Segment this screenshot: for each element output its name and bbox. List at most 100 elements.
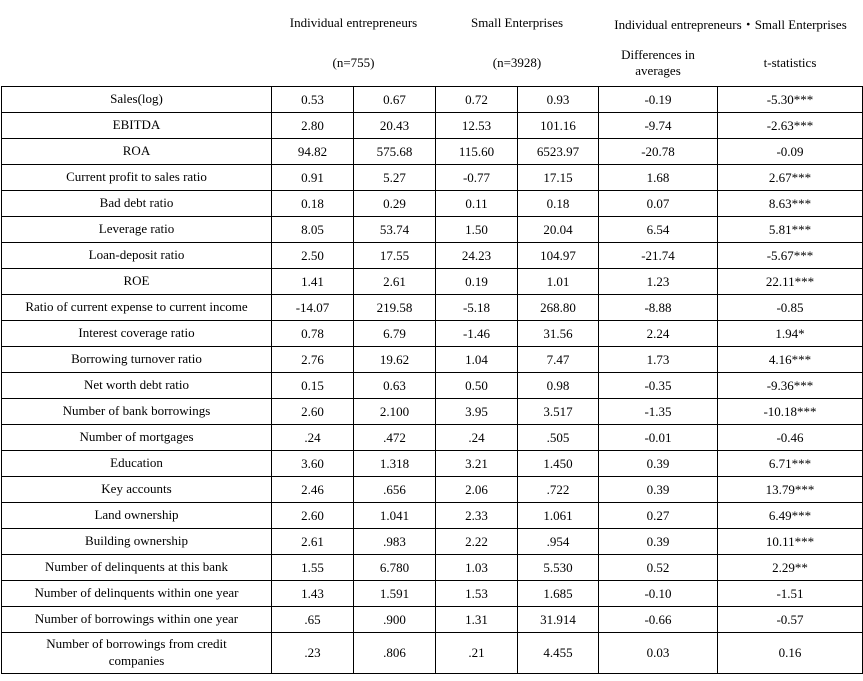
table-row: Number of borrowings within one year .65.… (1, 606, 863, 633)
tstat-cell: -5.30*** (717, 86, 863, 113)
ie-mean-cell: 1.43 (271, 580, 354, 607)
header-group-comparison: Individual entrepreneurs・Small Enterpris… (614, 16, 847, 32)
se-mean-cell: 1.04 (435, 346, 518, 373)
table-row: Key accounts 2.46.656 2.06.722 0.39 13.79*** (1, 476, 863, 503)
table-row: Number of borrowings from credit compani… (1, 632, 863, 674)
table-row: Number of bank borrowings 2.60 2.100 3.95 3.… (1, 398, 863, 425)
tstat-cell: -0.57 (717, 606, 863, 633)
row-label: EBITDA (1, 112, 272, 139)
tstat-cell: 4.16*** (717, 346, 863, 373)
row-label: Borrowing turnover ratio (1, 346, 272, 373)
diff-cell: -9.74 (598, 112, 719, 139)
row-label: Current profit to sales ratio (1, 164, 272, 191)
ie-mean-cell: .23 (271, 632, 354, 674)
table-row: Net worth debt ratio 0.15 0.63 0.50 0.98 -0.3… (1, 372, 863, 399)
se-mean-cell: 2.22 (435, 528, 518, 555)
table-row: Current profit to sales ratio 0.91 5.27 -0.… (1, 164, 863, 191)
se-mean-cell: 0.11 (435, 190, 518, 217)
se-sd-cell: .505 (516, 424, 600, 451)
table-row: Loan-deposit ratio 2.50 17.55 24.23 104.97 -2… (1, 242, 863, 269)
diff-cell: -21.74 (598, 242, 719, 269)
ie-sd-cell: 17.55 (353, 242, 436, 269)
ie-sd-cell: .656 (353, 476, 436, 503)
table-row: Interest coverage ratio 0.78 6.79 -1.46 31.5… (1, 320, 863, 347)
header-n-individual-entrepreneurs: (n=755) (332, 55, 375, 70)
se-mean-cell: -1.46 (435, 320, 518, 347)
ie-sd-cell: .900 (353, 606, 436, 633)
diff-cell: 1.23 (598, 268, 719, 295)
ie-sd-cell: 6.780 (353, 554, 436, 581)
diff-cell: 0.07 (598, 190, 719, 217)
row-label: Ratio of current expense to current inco… (1, 294, 272, 321)
se-sd-cell: 0.98 (516, 372, 600, 399)
row-label: Bad debt ratio (1, 190, 272, 217)
row-label: Leverage ratio (1, 216, 272, 243)
tstat-cell: -10.18*** (717, 398, 863, 425)
diff-cell: -1.35 (598, 398, 719, 425)
se-mean-cell: 24.23 (435, 242, 518, 269)
ie-sd-cell: .983 (353, 528, 436, 555)
se-sd-cell: 17.15 (516, 164, 600, 191)
ie-sd-cell: 0.63 (353, 372, 436, 399)
ie-sd-cell: 6.79 (353, 320, 436, 347)
se-sd-cell: 7.47 (516, 346, 600, 373)
header-sub-row: (n=755) (n=3928) Differences in averages… (2, 40, 863, 87)
se-mean-cell: 0.19 (435, 268, 518, 295)
ie-mean-cell: 2.60 (271, 398, 354, 425)
diff-cell: 0.39 (598, 450, 719, 477)
tstat-cell: -0.09 (717, 138, 863, 165)
se-sd-cell: 101.16 (516, 112, 600, 139)
se-mean-cell: 1.50 (435, 216, 518, 243)
tstat-cell: 2.67*** (717, 164, 863, 191)
ie-mean-cell: 1.55 (271, 554, 354, 581)
diff-cell: -0.10 (598, 580, 719, 607)
header-empty-cell (2, 2, 272, 40)
diff-cell: -8.88 (598, 294, 719, 321)
se-sd-cell: 1.685 (516, 580, 600, 607)
ie-sd-cell: 219.58 (353, 294, 436, 321)
se-sd-cell: 31.56 (516, 320, 600, 347)
se-mean-cell: 2.33 (435, 502, 518, 529)
se-sd-cell: .722 (516, 476, 600, 503)
row-label: Loan-deposit ratio (1, 242, 272, 269)
ie-mean-cell: 8.05 (271, 216, 354, 243)
table-row: Land ownership 2.60 1.041 2.33 1.061 0.27 6.49… (1, 502, 863, 529)
se-mean-cell: 0.50 (435, 372, 518, 399)
table-row: Leverage ratio 8.05 53.74 1.50 20.04 6.54 5.81… (1, 216, 863, 243)
tstat-cell: 8.63*** (717, 190, 863, 217)
ie-mean-cell: 2.60 (271, 502, 354, 529)
se-sd-cell: 1.01 (516, 268, 600, 295)
ie-sd-cell: 19.62 (353, 346, 436, 373)
se-mean-cell: 1.53 (435, 580, 518, 607)
diff-cell: 0.27 (598, 502, 719, 529)
ie-mean-cell: 3.60 (271, 450, 354, 477)
table-row: Borrowing turnover ratio 2.76 19.62 1.04 7.4… (1, 346, 863, 373)
se-mean-cell: -5.18 (435, 294, 518, 321)
tstat-cell: 6.71*** (717, 450, 863, 477)
ie-mean-cell: 0.78 (271, 320, 354, 347)
diff-cell: -0.19 (598, 86, 719, 113)
diff-cell: -0.66 (598, 606, 719, 633)
ie-mean-cell: 0.18 (271, 190, 354, 217)
row-label: Number of bank borrowings (1, 398, 272, 425)
diff-cell: 1.68 (598, 164, 719, 191)
ie-sd-cell: 0.67 (353, 86, 436, 113)
header-n-small-enterprises: (n=3928) (492, 55, 542, 70)
tstat-cell: 1.94* (717, 320, 863, 347)
diff-cell: -0.35 (598, 372, 719, 399)
ie-mean-cell: 1.41 (271, 268, 354, 295)
diff-cell: -0.01 (598, 424, 719, 451)
row-label: Number of delinquents at this bank (1, 554, 272, 581)
ie-sd-cell: 20.43 (353, 112, 436, 139)
ie-mean-cell: 0.15 (271, 372, 354, 399)
row-label: Number of delinquents within one year (1, 580, 272, 607)
se-mean-cell: 3.95 (435, 398, 518, 425)
ie-sd-cell: 1.041 (353, 502, 436, 529)
diff-cell: 0.52 (598, 554, 719, 581)
ie-sd-cell: 53.74 (353, 216, 436, 243)
diff-cell: 2.24 (598, 320, 719, 347)
se-sd-cell: 1.061 (516, 502, 600, 529)
ie-mean-cell: 2.46 (271, 476, 354, 503)
se-mean-cell: 12.53 (435, 112, 518, 139)
